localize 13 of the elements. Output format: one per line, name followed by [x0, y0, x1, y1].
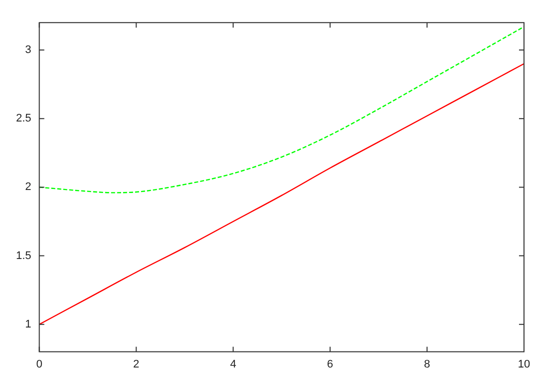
y-tick-label: 2 — [25, 181, 32, 194]
line-series — [39, 63, 524, 325]
y-tick-label: 1 — [25, 318, 32, 330]
x-tick-label: 8 — [424, 358, 430, 370]
x-tick-label: 0 — [36, 358, 42, 370]
y-tick-label: 1.5 — [16, 250, 32, 262]
x-tick-label: 4 — [230, 358, 236, 370]
y-tick-label: 3 — [25, 44, 32, 56]
x-tick-label: 2 — [133, 358, 140, 370]
x-tick-label: 10 — [518, 358, 530, 370]
y-tick-label: 2.5 — [16, 112, 32, 125]
x-tick-label: 6 — [327, 358, 334, 370]
line-series — [39, 26, 524, 194]
